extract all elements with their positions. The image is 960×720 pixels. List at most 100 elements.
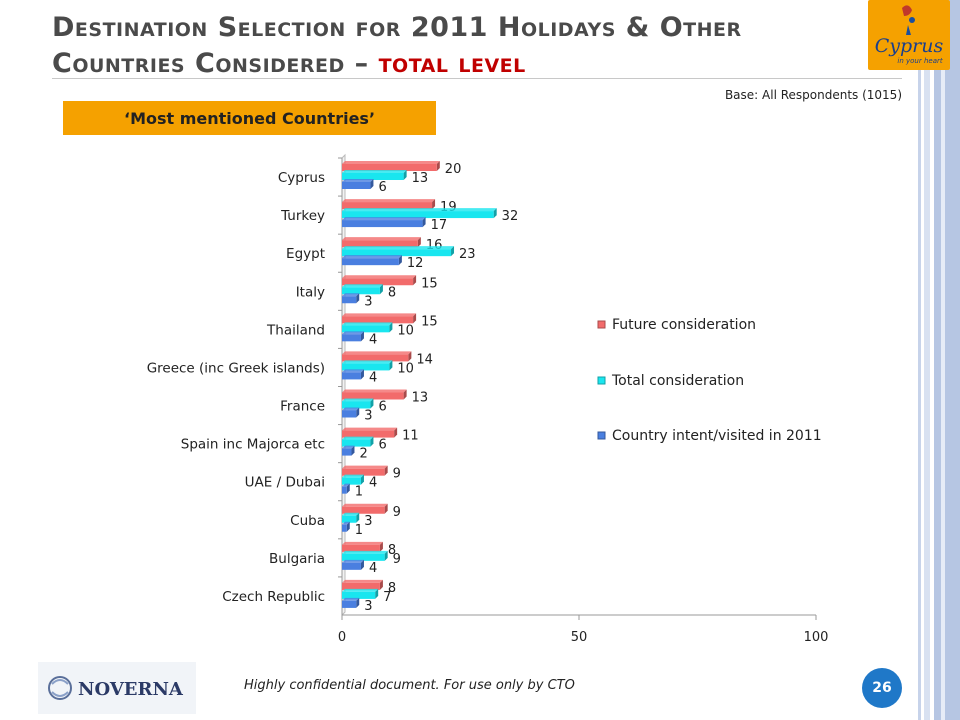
bar xyxy=(342,588,379,599)
bar-value-label: 6 xyxy=(378,180,386,195)
bar xyxy=(342,483,350,494)
bar-value-label: 14 xyxy=(416,352,433,367)
bar xyxy=(342,275,417,286)
bar-value-label: 32 xyxy=(502,209,519,224)
bar xyxy=(342,237,421,248)
bar xyxy=(342,293,360,304)
bar xyxy=(342,427,398,438)
title-divider xyxy=(52,78,902,79)
category-label: Thailand xyxy=(266,322,325,338)
page-number-badge: 26 xyxy=(862,668,902,708)
x-tick-label: 100 xyxy=(804,630,829,645)
bar xyxy=(342,474,364,485)
category-label: UAE / Dubai xyxy=(245,475,325,491)
bar-value-label: 3 xyxy=(364,294,372,309)
category-label: Italy xyxy=(296,284,325,300)
bar-value-label: 3 xyxy=(364,599,372,614)
bar-value-label: 10 xyxy=(397,323,414,338)
noverna-logo-text: NOVERNA xyxy=(78,679,184,700)
legend-label: Country intent/visited in 2011 xyxy=(612,428,822,444)
bar-value-label: 9 xyxy=(393,467,401,482)
bar xyxy=(342,550,388,561)
bar xyxy=(342,512,360,523)
bar-value-label: 11 xyxy=(402,429,419,444)
bar-value-label: 4 xyxy=(369,370,377,385)
bar-value-label: 2 xyxy=(359,447,367,462)
decor-stripe xyxy=(918,0,921,720)
decor-stripe xyxy=(934,0,960,720)
legend-swatch xyxy=(597,320,606,329)
bar-value-label: 23 xyxy=(459,247,476,262)
bar xyxy=(342,541,383,552)
category-label: Egypt xyxy=(286,246,325,262)
decor-stripe xyxy=(924,0,930,720)
cyprus-logo: Cyprus in your heart xyxy=(868,0,950,70)
bar-value-label: 8 xyxy=(388,543,396,558)
bar xyxy=(342,313,417,324)
bar-value-label: 4 xyxy=(369,561,377,576)
page-title-main: Destination Selection for 2011 Holidays … xyxy=(52,12,742,79)
bar xyxy=(342,284,383,295)
bar xyxy=(342,170,407,180)
x-tick-label: 0 xyxy=(338,630,346,645)
x-tick-label: 50 xyxy=(571,630,588,645)
base-note: Base: All Respondents (1015) xyxy=(724,88,902,102)
category-label: France xyxy=(280,399,325,415)
bar xyxy=(342,407,360,418)
bar-value-label: 15 xyxy=(421,276,438,291)
chart-subtitle: ‘Most mentioned Countries’ xyxy=(63,101,436,135)
bar-value-label: 3 xyxy=(364,514,372,529)
bar-value-label: 3 xyxy=(364,409,372,424)
bar xyxy=(342,322,393,333)
bar xyxy=(342,246,455,257)
bar xyxy=(342,559,364,570)
bar-value-label: 7 xyxy=(383,590,391,605)
cyprus-logo-tagline: in your heart xyxy=(897,57,942,65)
bar xyxy=(342,445,355,456)
bar-value-label: 9 xyxy=(393,552,401,567)
legend-label: Future consideration xyxy=(612,317,756,333)
page-title-accent: total level xyxy=(378,48,526,79)
bar xyxy=(342,351,412,362)
bar xyxy=(342,369,364,380)
bar-value-label: 6 xyxy=(378,400,386,415)
bar xyxy=(342,199,436,210)
bar xyxy=(342,597,360,608)
bar-value-label: 6 xyxy=(378,438,386,453)
bar-value-label: 13 xyxy=(412,171,429,186)
cyprus-logo-mark: Cyprus in your heart xyxy=(875,5,944,65)
legend-swatch xyxy=(597,431,606,440)
bar xyxy=(342,465,388,476)
category-label: Cyprus xyxy=(278,170,325,186)
bar-value-label: 4 xyxy=(369,476,377,491)
bar xyxy=(342,521,350,532)
bar xyxy=(342,217,426,228)
bar-value-label: 12 xyxy=(407,256,424,271)
page-title: Destination Selection for 2011 Holidays … xyxy=(52,10,862,82)
bar-value-label: 8 xyxy=(388,285,396,300)
category-label: Greece (inc Greek islands) xyxy=(147,360,325,376)
bar-value-label: 17 xyxy=(431,218,448,233)
bar-value-label: 1 xyxy=(355,523,363,538)
category-label: Cuba xyxy=(290,513,325,529)
confidential-notice: Highly confidential document. For use on… xyxy=(244,678,575,693)
bar xyxy=(342,179,374,189)
bar xyxy=(342,389,407,400)
category-label: Bulgaria xyxy=(269,551,325,567)
bar-value-label: 20 xyxy=(445,162,462,177)
category-label: Spain inc Majorca etc xyxy=(181,437,325,453)
bar-value-label: 4 xyxy=(369,332,377,347)
bar xyxy=(342,436,374,447)
cyprus-logo-text: Cyprus xyxy=(875,35,944,57)
bar-value-label: 9 xyxy=(393,505,401,520)
bar xyxy=(342,360,393,371)
bar xyxy=(342,331,364,342)
bar-value-label: 10 xyxy=(397,361,414,376)
category-label: Turkey xyxy=(280,208,325,224)
bar-value-label: 1 xyxy=(355,485,363,500)
bar xyxy=(342,161,440,171)
bar xyxy=(342,579,383,590)
bar-value-label: 13 xyxy=(412,391,429,406)
legend-swatch xyxy=(597,376,606,385)
